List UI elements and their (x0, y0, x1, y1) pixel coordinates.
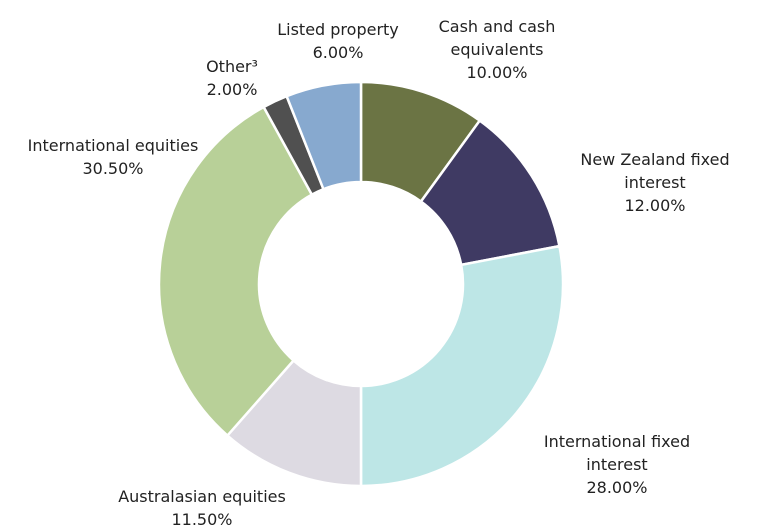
slice-label: Other³ 2.00% (172, 55, 292, 101)
value-label: 12.00% (624, 196, 686, 215)
category-label: Australasian equities (118, 487, 286, 506)
value-label: 28.00% (586, 478, 648, 497)
slice-label: International fixed interest 28.00% (525, 430, 710, 499)
donut-slice (285, 80, 363, 191)
donut-slice (359, 244, 565, 488)
category-label: Listed property (277, 20, 399, 39)
category-label: International equities (27, 136, 199, 155)
donut-slice (157, 105, 314, 438)
value-label: 6.00% (312, 43, 364, 62)
value-label: 11.50% (171, 510, 233, 528)
slice-label: International equities 30.50% (0, 134, 243, 180)
value-label: 2.00% (206, 80, 258, 99)
category-label: Other³ (206, 57, 258, 76)
slice-label: Australasian equities 11.50% (72, 485, 332, 528)
slice-label: New Zealand fixed interest 12.00% (568, 148, 743, 217)
category-label: Cash and cash equivalents (438, 17, 556, 59)
value-label: 10.00% (466, 63, 528, 82)
category-label: International fixed interest (543, 432, 691, 474)
slice-label: Listed property 6.00% (238, 18, 438, 64)
slice-label: Cash and cash equivalents 10.00% (422, 15, 572, 84)
value-label: 30.50% (82, 159, 144, 178)
category-label: New Zealand fixed interest (580, 150, 730, 192)
